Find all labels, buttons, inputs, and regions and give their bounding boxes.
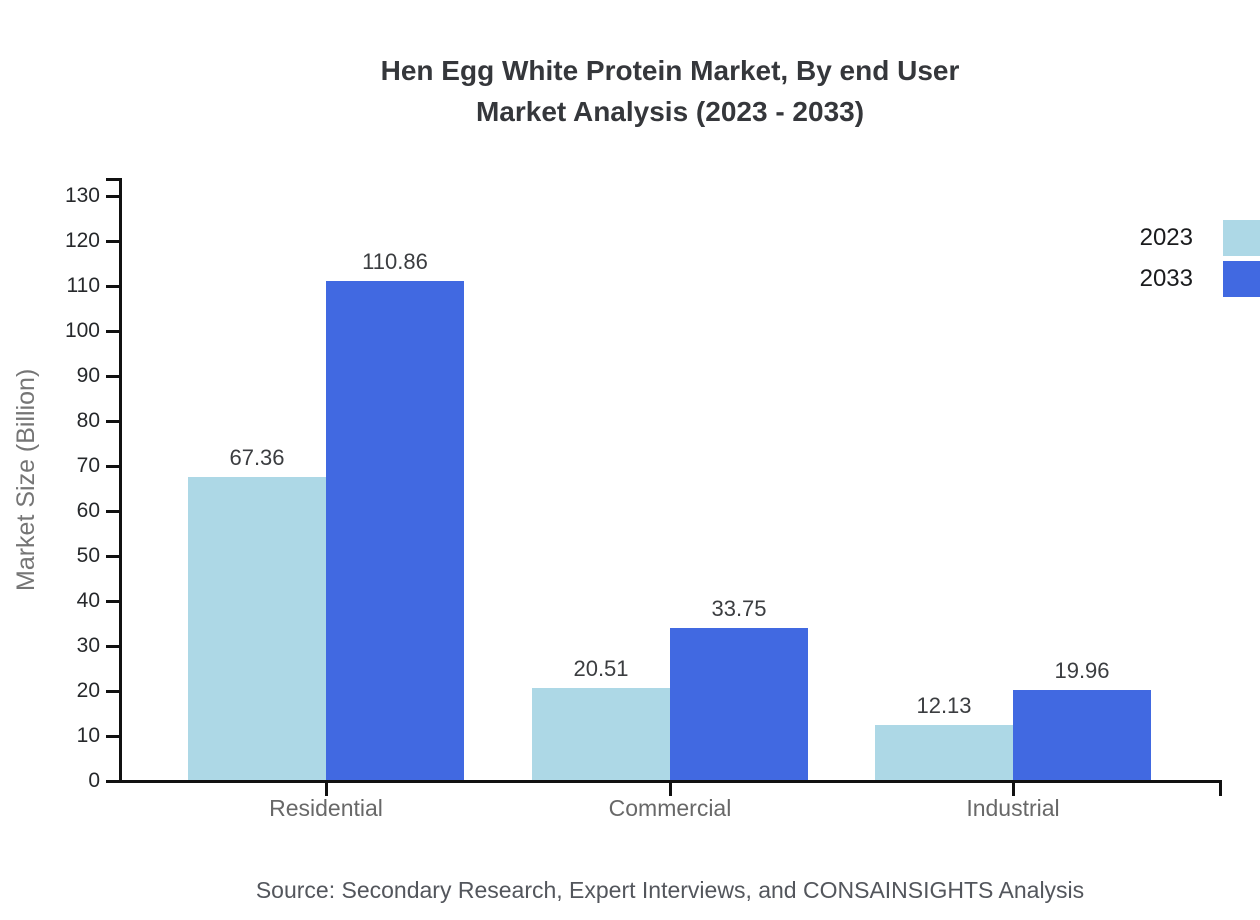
y-tick-label: 110 bbox=[66, 274, 100, 297]
y-tick bbox=[106, 285, 119, 288]
x-category-label: Industrial bbox=[966, 795, 1060, 821]
bar-2033-residential bbox=[326, 281, 464, 780]
y-tick-label: 120 bbox=[64, 229, 100, 252]
bar-2023-residential bbox=[188, 477, 326, 780]
chart-title: Hen Egg White Protein Market, By end Use… bbox=[80, 50, 1260, 132]
bar-value-label: 20.51 bbox=[573, 656, 629, 681]
source-note: Source: Secondary Research, Expert Inter… bbox=[255, 877, 1085, 903]
y-axis-endcap bbox=[106, 178, 119, 181]
bar-value-label: 33.75 bbox=[711, 596, 767, 621]
legend-swatch-2033 bbox=[1223, 261, 1260, 297]
x-tick bbox=[325, 783, 328, 796]
bar-2033-industrial bbox=[1013, 690, 1151, 780]
legend-label-2033: 2033 bbox=[1139, 265, 1193, 292]
y-tick-label: 40 bbox=[76, 589, 100, 612]
bar-2023-industrial bbox=[875, 725, 1013, 780]
y-axis-line bbox=[119, 178, 122, 783]
x-tick bbox=[1012, 783, 1015, 796]
bar-value-label: 110.86 bbox=[362, 249, 428, 274]
x-category-label: Commercial bbox=[608, 795, 732, 821]
y-tick-label: 90 bbox=[76, 364, 100, 387]
y-tick bbox=[106, 600, 119, 603]
legend-swatch-2023 bbox=[1223, 220, 1260, 256]
y-tick bbox=[106, 690, 119, 693]
x-axis-line bbox=[119, 780, 1222, 783]
y-tick-label: 80 bbox=[76, 409, 100, 432]
chart-title-line1: Hen Egg White Protein Market, By end Use… bbox=[380, 55, 960, 86]
legend-label-2023: 2023 bbox=[1139, 224, 1193, 251]
y-tick bbox=[106, 780, 119, 783]
y-tick-label: 30 bbox=[76, 634, 100, 657]
bar-value-label: 12.13 bbox=[916, 693, 972, 718]
y-tick bbox=[106, 330, 119, 333]
chart-title-line2: Market Analysis (2023 - 2033) bbox=[475, 96, 865, 127]
bar-2023-commercial bbox=[532, 688, 670, 780]
y-tick bbox=[106, 465, 119, 468]
legend-item-2033: 2033 bbox=[1140, 260, 1260, 298]
y-tick bbox=[106, 645, 119, 648]
y-tick-label: 100 bbox=[64, 319, 100, 342]
y-tick bbox=[106, 555, 119, 558]
legend-item-2023: 2023 bbox=[1140, 219, 1260, 257]
y-tick bbox=[106, 375, 119, 378]
y-tick-label: 0 bbox=[88, 769, 100, 792]
y-tick bbox=[106, 240, 119, 243]
y-tick-label: 20 bbox=[76, 679, 100, 702]
bar-value-label: 67.36 bbox=[229, 445, 285, 470]
y-tick bbox=[106, 735, 119, 738]
x-axis-endcap bbox=[1219, 780, 1222, 796]
y-tick-label: 50 bbox=[76, 544, 100, 567]
bar-value-label: 19.96 bbox=[1054, 658, 1110, 683]
y-tick-label: 60 bbox=[76, 499, 100, 522]
x-category-label: Residential bbox=[269, 795, 383, 821]
bar-2033-commercial bbox=[670, 628, 808, 780]
y-tick bbox=[106, 195, 119, 198]
y-tick bbox=[106, 510, 119, 513]
y-tick-label: 10 bbox=[76, 724, 100, 747]
x-tick bbox=[669, 783, 672, 796]
y-tick-label: 130 bbox=[64, 184, 100, 207]
y-tick-label: 70 bbox=[76, 454, 100, 477]
y-tick bbox=[106, 420, 119, 423]
